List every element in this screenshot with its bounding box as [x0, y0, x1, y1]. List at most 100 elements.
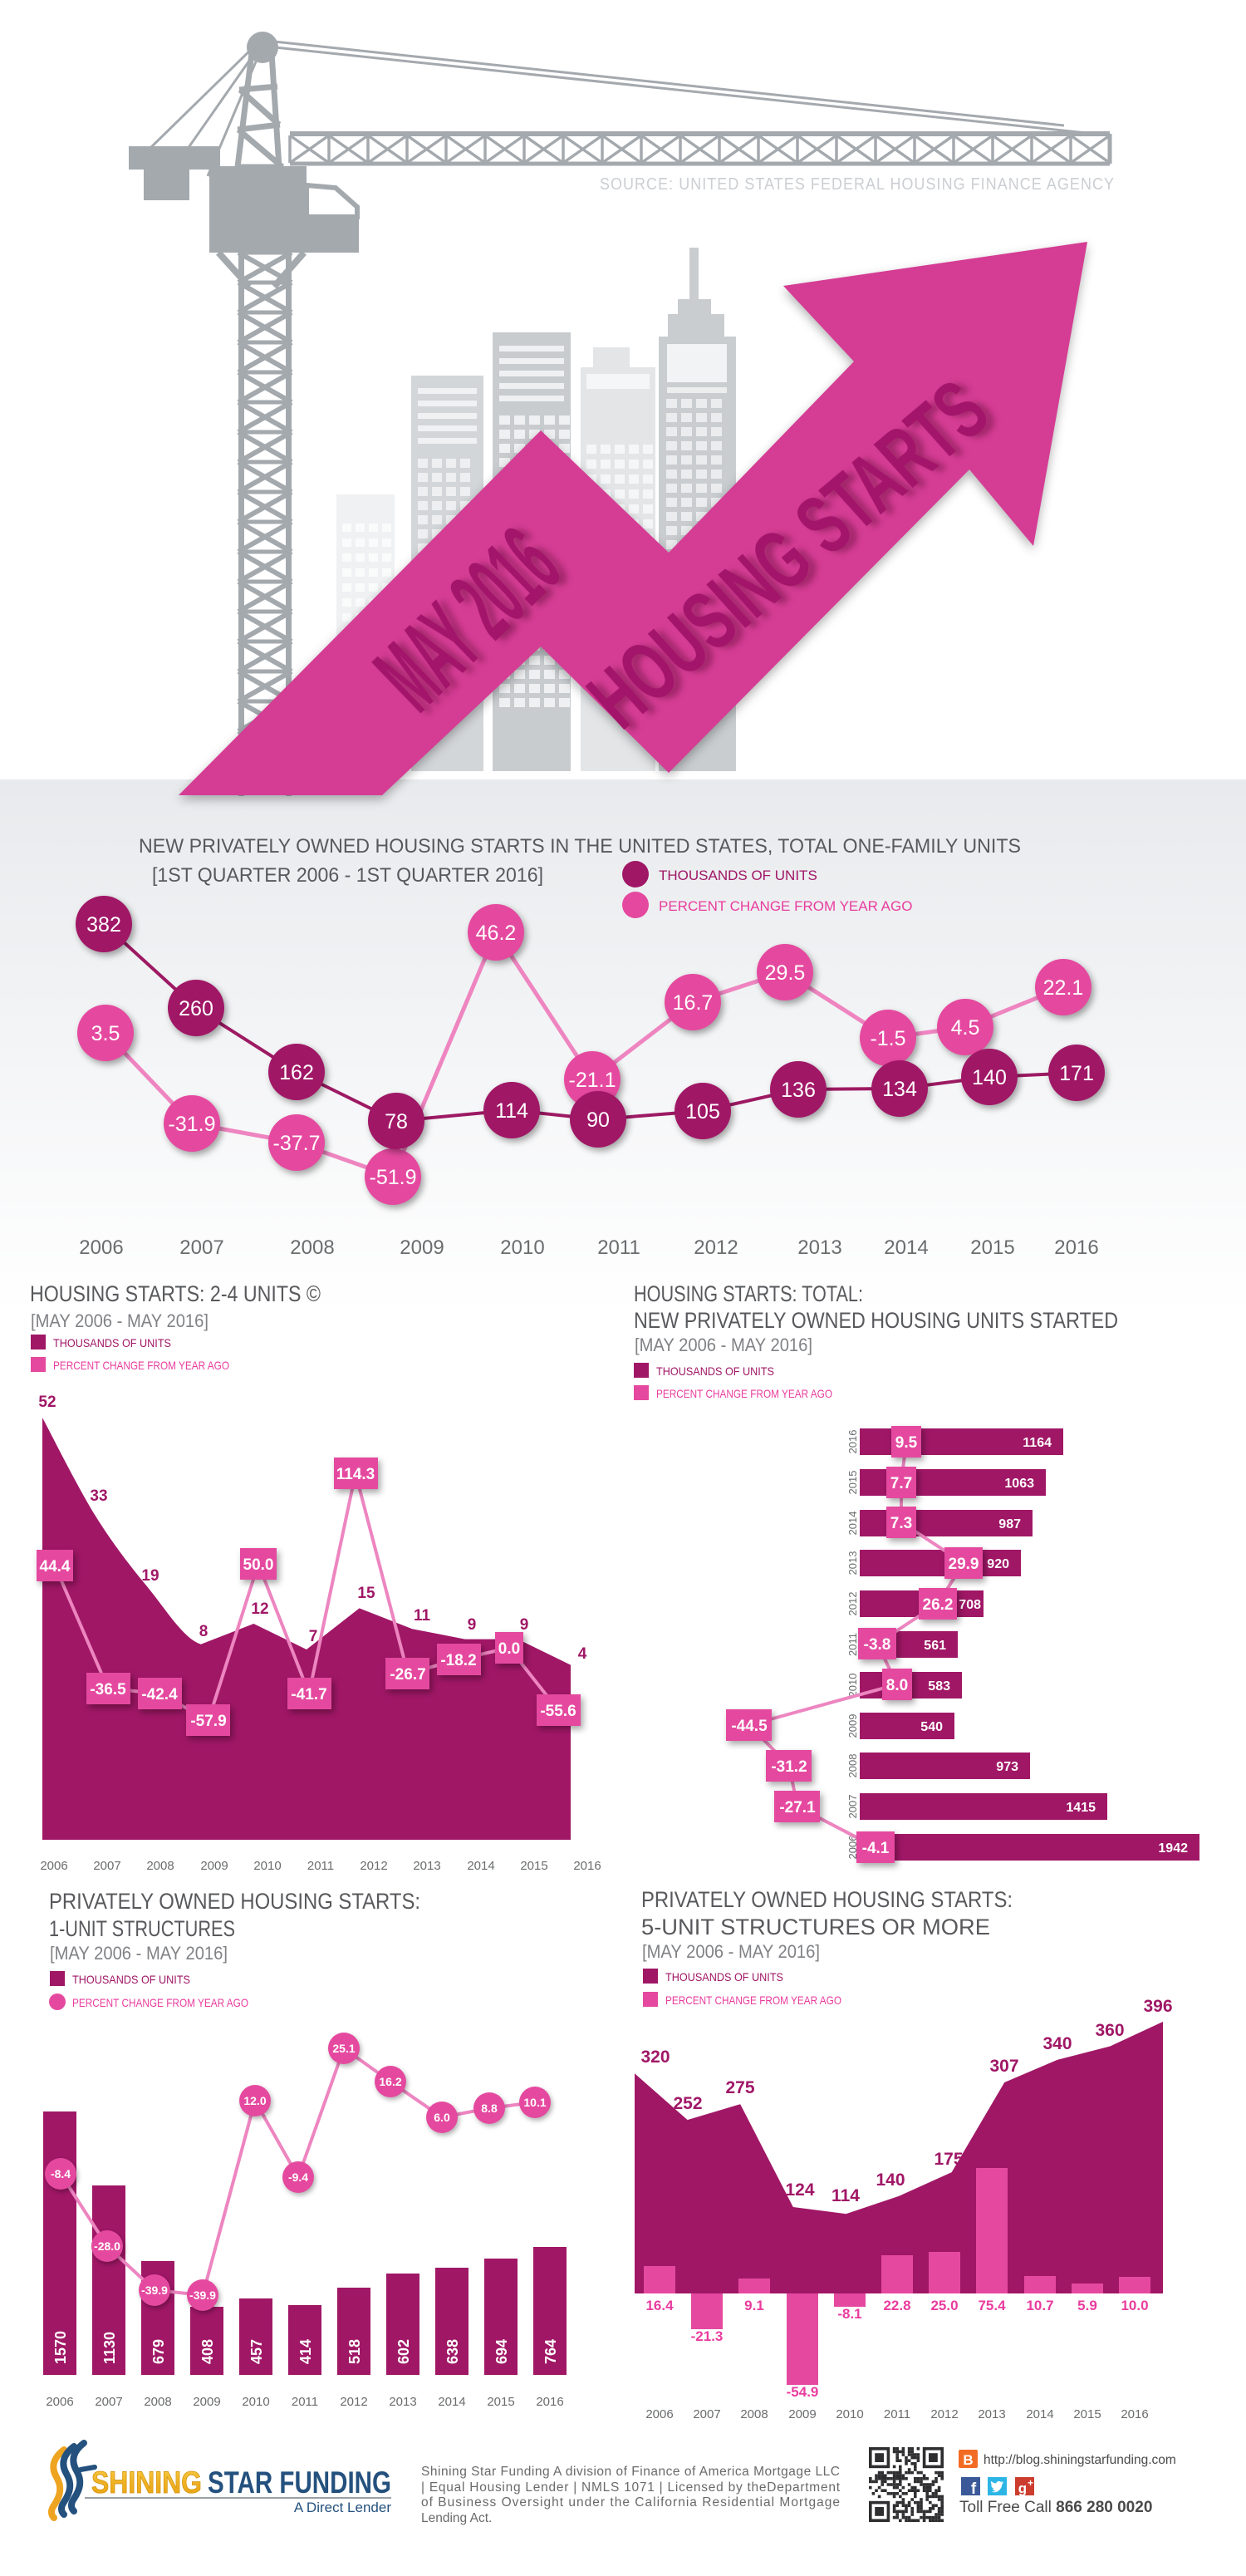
svg-text:2015: 2015: [970, 1236, 1014, 1259]
svg-text:STAR FUNDING: STAR FUNDING: [208, 2465, 391, 2500]
svg-text:25.1: 25.1: [332, 2042, 355, 2055]
svg-text:http://blog.shiningstarfunding: http://blog.shiningstarfunding.com: [984, 2453, 1176, 2467]
svg-text:26.2: 26.2: [923, 1596, 954, 1614]
svg-text:PERCENT CHANGE FROM YEAR AGO: PERCENT CHANGE FROM YEAR AGO: [665, 1993, 841, 2007]
svg-text:9.1: 9.1: [744, 2298, 764, 2313]
svg-text:16.2: 16.2: [379, 2075, 401, 2088]
svg-text:HOUSING STARTS: 2-4 UNITS ©: HOUSING STARTS: 2-4 UNITS ©: [30, 1281, 321, 1306]
svg-text:2009: 2009: [193, 2395, 220, 2409]
svg-text:2007: 2007: [846, 1795, 859, 1819]
svg-text:2014: 2014: [846, 1512, 859, 1536]
svg-text:2009: 2009: [400, 1236, 444, 1259]
svg-text:2015: 2015: [487, 2395, 514, 2409]
svg-text:7: 7: [309, 1628, 318, 1645]
svg-text:-42.4: -42.4: [141, 1686, 178, 1703]
svg-text:2007: 2007: [93, 1859, 120, 1873]
svg-text:[MAY 2006 - MAY 2016]: [MAY 2006 - MAY 2016]: [635, 1335, 812, 1355]
svg-text:10.0: 10.0: [1121, 2298, 1148, 2313]
svg-text:29.9: 29.9: [949, 1556, 979, 1573]
svg-text:2016: 2016: [846, 1430, 859, 1454]
svg-text:8: 8: [199, 1623, 208, 1640]
svg-text:[1ST QUARTER 2006 - 1ST QUARTE: [1ST QUARTER 2006 - 1ST QUARTER 2016]: [152, 864, 543, 887]
svg-text:[MAY 2006 - MAY 2016]: [MAY 2006 - MAY 2016]: [50, 1943, 228, 1964]
svg-text:134: 134: [882, 1078, 917, 1101]
svg-text:7.3: 7.3: [890, 1515, 912, 1532]
svg-text:9.5: 9.5: [895, 1434, 918, 1452]
svg-text:638: 638: [444, 2339, 461, 2364]
svg-text:PERCENT CHANGE FROM YEAR AGO: PERCENT CHANGE FROM YEAR AGO: [659, 898, 912, 914]
svg-text:175: 175: [934, 2150, 963, 2169]
svg-text:NEW PRIVATELY OWNED HOUSING ST: NEW PRIVATELY OWNED HOUSING STARTS IN TH…: [139, 835, 1021, 858]
svg-text:1942: 1942: [1158, 1841, 1188, 1856]
svg-text:602: 602: [395, 2339, 412, 2364]
svg-text:694: 694: [493, 2339, 510, 2364]
svg-text:-31.2: -31.2: [771, 1758, 807, 1776]
svg-text:2006: 2006: [40, 1859, 67, 1873]
svg-text:5.9: 5.9: [1077, 2298, 1097, 2313]
svg-text:11: 11: [414, 1607, 431, 1625]
svg-text:Shining Star Funding A divisio: Shining Star Funding A division of Finan…: [421, 2465, 840, 2479]
svg-text:PRIVATELY OWNED HOUSING STARTS: PRIVATELY OWNED HOUSING STARTS:: [641, 1887, 1013, 1912]
svg-text:50.0: 50.0: [243, 1556, 274, 1574]
svg-text:252: 252: [673, 2094, 702, 2113]
svg-text:2012: 2012: [340, 2395, 367, 2409]
svg-text:-26.7: -26.7: [390, 1666, 425, 1684]
svg-text:THOUSANDS OF UNITS: THOUSANDS OF UNITS: [665, 1970, 783, 1984]
svg-text:360: 360: [1095, 2021, 1124, 2040]
svg-text:A Direct Lender: A Direct Lender: [294, 2500, 392, 2515]
svg-text:105: 105: [685, 1100, 720, 1123]
svg-text:2006: 2006: [846, 1836, 859, 1860]
svg-text:2007: 2007: [693, 2407, 720, 2421]
svg-text:HOUSING STARTS: TOTAL:: HOUSING STARTS: TOTAL:: [634, 1281, 863, 1306]
svg-text:561: 561: [924, 1639, 946, 1653]
svg-text:-8.4: -8.4: [51, 2167, 71, 2180]
svg-text:THOUSANDS OF UNITS: THOUSANDS OF UNITS: [53, 1336, 171, 1349]
svg-text:8.8: 8.8: [481, 2102, 498, 2115]
svg-text:2008: 2008: [290, 1236, 334, 1259]
svg-text:-1.5: -1.5: [870, 1027, 905, 1050]
svg-text:2016: 2016: [536, 2395, 563, 2409]
svg-text:-21.1: -21.1: [569, 1069, 616, 1092]
svg-text:78: 78: [385, 1110, 408, 1133]
svg-text:12: 12: [251, 1600, 268, 1618]
svg-text:140: 140: [876, 2170, 905, 2190]
svg-text:-36.5: -36.5: [90, 1681, 126, 1698]
svg-text:PERCENT CHANGE FROM YEAR AGO: PERCENT CHANGE FROM YEAR AGO: [656, 1387, 832, 1400]
svg-text:-28.0: -28.0: [94, 2239, 120, 2253]
svg-text:-27.1: -27.1: [779, 1799, 816, 1816]
svg-text:B: B: [963, 2452, 973, 2468]
svg-text:414: 414: [297, 2339, 314, 2364]
svg-text:320: 320: [640, 2048, 670, 2067]
svg-text:2008: 2008: [146, 1859, 174, 1873]
svg-text:10.7: 10.7: [1026, 2298, 1053, 2313]
svg-text:-31.9: -31.9: [169, 1113, 216, 1136]
svg-text:f: f: [971, 2480, 977, 2498]
svg-text:114.3: 114.3: [336, 1466, 375, 1483]
svg-text:2009: 2009: [200, 1859, 228, 1873]
svg-text:-51.9: -51.9: [370, 1166, 417, 1189]
svg-text:162: 162: [279, 1061, 314, 1084]
svg-text:1-UNIT STRUCTURES: 1-UNIT STRUCTURES: [49, 1916, 235, 1941]
svg-text:457: 457: [248, 2339, 265, 2364]
svg-text:540: 540: [920, 1720, 943, 1734]
svg-text:PERCENT CHANGE FROM YEAR AGO: PERCENT CHANGE FROM YEAR AGO: [72, 1996, 248, 2009]
svg-text:114: 114: [831, 2186, 860, 2205]
svg-text:g: g: [1018, 2480, 1027, 2496]
svg-text:1570: 1570: [52, 2331, 69, 2364]
svg-text:THOUSANDS OF UNITS: THOUSANDS OF UNITS: [656, 1364, 774, 1378]
svg-text:2014: 2014: [438, 2395, 465, 2409]
svg-text:-41.7: -41.7: [291, 1686, 326, 1703]
svg-text:2006: 2006: [79, 1236, 123, 1259]
svg-text:| Equal Housing Lender | NMLS: | Equal Housing Lender | NMLS 1071 | Lic…: [421, 2480, 841, 2495]
svg-text:2013: 2013: [797, 1236, 841, 1259]
svg-text:[MAY 2006 - MAY 2016]: [MAY 2006 - MAY 2016]: [642, 1941, 820, 1962]
svg-text:275: 275: [725, 2078, 754, 2097]
svg-text:2011: 2011: [307, 1859, 334, 1873]
svg-text:1415: 1415: [1066, 1801, 1096, 1815]
svg-text:-9.4: -9.4: [288, 2170, 308, 2184]
svg-text:2010: 2010: [253, 1859, 281, 1873]
svg-text:2011: 2011: [846, 1633, 859, 1656]
svg-text:2012: 2012: [930, 2407, 958, 2421]
svg-text:7.7: 7.7: [890, 1475, 912, 1492]
svg-text:NEW PRIVATELY OWNED HOUSING UN: NEW PRIVATELY OWNED HOUSING UNITS STARTE…: [634, 1308, 1118, 1333]
